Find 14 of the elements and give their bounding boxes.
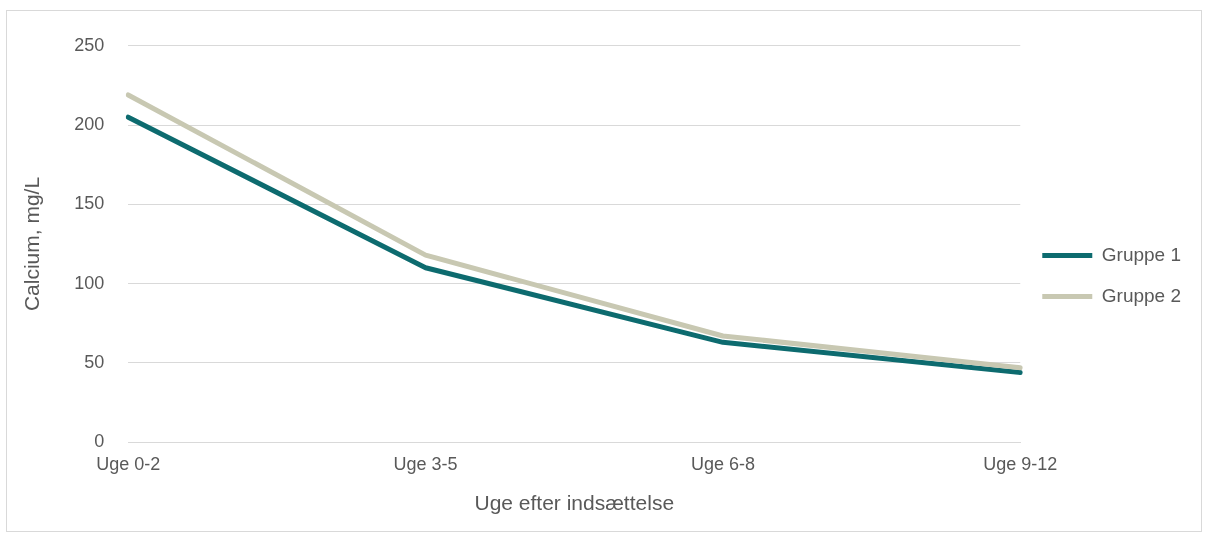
y-tick-label: 150 (74, 193, 105, 214)
x-axis-title: Uge efter indsættelse (474, 491, 675, 515)
y-tick-label: 50 (84, 351, 105, 372)
y-tick-label: 200 (74, 114, 105, 135)
x-tick-label: Uge 3-5 (393, 453, 458, 474)
y-tick-label: 0 (94, 431, 105, 452)
y-tick-label: 100 (74, 272, 105, 293)
x-tick-label: Uge 9-12 (983, 453, 1058, 474)
y-tick-label: 250 (74, 34, 105, 55)
legend-label: Gruppe 2 (1101, 284, 1182, 306)
legend-label: Gruppe 1 (1101, 243, 1182, 265)
x-tick-label: Uge 6-8 (690, 453, 755, 474)
x-tick-label: Uge 0-2 (96, 453, 161, 474)
y-axis-title: Calcium, mg/L (20, 176, 44, 312)
